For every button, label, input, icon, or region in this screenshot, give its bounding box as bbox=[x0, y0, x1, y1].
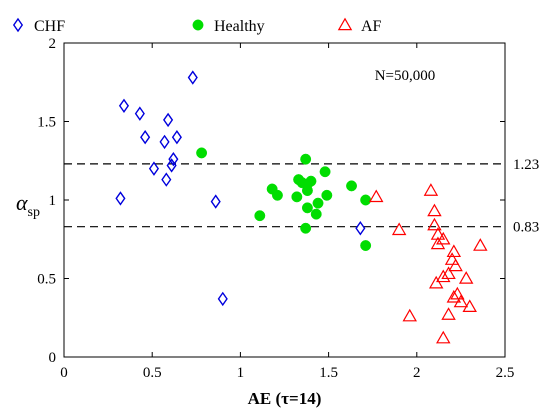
point-chf bbox=[171, 129, 182, 145]
y-tick-label: 0 bbox=[49, 350, 57, 366]
x-tick-label: 0.5 bbox=[143, 365, 162, 381]
point-af bbox=[446, 289, 462, 303]
point-healthy bbox=[346, 180, 357, 192]
point-af bbox=[446, 244, 462, 258]
x-tick-label: 1.5 bbox=[319, 365, 338, 381]
point-af bbox=[450, 286, 465, 300]
point-healthy bbox=[300, 153, 312, 165]
reference-line-label-0: 1.23 bbox=[513, 157, 539, 173]
point-af bbox=[428, 275, 444, 289]
legend-item-healthy: Healthy bbox=[192, 18, 265, 35]
x-tick-label: 2.5 bbox=[496, 365, 515, 381]
legend-item-chf: CHF bbox=[12, 17, 65, 35]
point-chf bbox=[355, 221, 366, 236]
point-af bbox=[423, 183, 439, 196]
point-af bbox=[391, 222, 407, 236]
legend: CHF Healthy AF bbox=[12, 17, 382, 35]
point-af bbox=[444, 252, 460, 265]
point-af bbox=[473, 238, 488, 251]
point-healthy bbox=[254, 210, 266, 222]
point-chf bbox=[163, 112, 174, 128]
point-af bbox=[453, 294, 469, 308]
y-axis-label-subscript: sp bbox=[28, 205, 40, 220]
point-af bbox=[430, 236, 446, 250]
plot-frame bbox=[63, 42, 506, 358]
legend-marker-healthy bbox=[192, 19, 204, 31]
point-chf bbox=[118, 98, 130, 114]
series-af bbox=[368, 183, 488, 344]
point-af bbox=[448, 258, 463, 272]
point-healthy bbox=[360, 194, 372, 206]
point-chf bbox=[159, 134, 170, 150]
y-tick-label: 1.5 bbox=[37, 115, 56, 131]
point-chf bbox=[210, 194, 221, 209]
point-healthy bbox=[300, 222, 312, 234]
reference-lines bbox=[64, 163, 505, 228]
legend-label-chf: CHF bbox=[34, 18, 65, 35]
legend-item-af: AF bbox=[337, 17, 382, 35]
point-af bbox=[436, 330, 451, 344]
point-healthy bbox=[321, 189, 333, 201]
point-healthy bbox=[312, 197, 324, 209]
point-af bbox=[430, 227, 446, 240]
legend-marker-chf bbox=[12, 17, 24, 33]
point-af bbox=[436, 231, 451, 245]
data-points bbox=[115, 70, 488, 344]
point-af bbox=[402, 308, 417, 322]
legend-label-healthy: Healthy bbox=[214, 18, 265, 35]
x-tick-label: 2 bbox=[413, 365, 421, 381]
point-healthy bbox=[301, 185, 313, 197]
point-healthy bbox=[360, 240, 372, 251]
point-af bbox=[427, 203, 442, 217]
point-chf bbox=[134, 106, 145, 121]
y-axis-ticks: 0 0.5 1 1.5 2 bbox=[37, 36, 505, 366]
reference-line-label-1: 0.83 bbox=[513, 220, 539, 236]
series-chf bbox=[115, 70, 366, 307]
y-tick-label: 2 bbox=[49, 36, 57, 52]
y-axis-label: αsp bbox=[16, 190, 40, 220]
y-tick-label: 0.5 bbox=[37, 272, 56, 288]
point-chf bbox=[115, 191, 126, 206]
point-chf bbox=[148, 161, 160, 176]
legend-label-af: AF bbox=[361, 18, 382, 35]
sample-size-annotation: N=50,000 bbox=[375, 68, 436, 84]
point-healthy bbox=[319, 166, 331, 178]
point-chf bbox=[217, 291, 228, 307]
y-tick-label: 1 bbox=[49, 193, 57, 209]
point-chf bbox=[140, 129, 151, 145]
point-af bbox=[436, 269, 451, 283]
point-af bbox=[462, 299, 477, 313]
point-chf bbox=[187, 70, 198, 85]
y-axis-label-symbol: α bbox=[16, 190, 28, 215]
x-tick-label: 1 bbox=[237, 365, 245, 381]
point-healthy bbox=[271, 189, 283, 201]
x-axis-ticks: 0 0.5 1 1.5 2 2.5 bbox=[60, 43, 514, 381]
point-healthy bbox=[296, 177, 308, 189]
x-tick-label: 0 bbox=[60, 365, 68, 381]
point-af bbox=[441, 307, 456, 320]
point-healthy bbox=[196, 147, 208, 159]
point-af bbox=[458, 271, 474, 284]
series-healthy bbox=[196, 147, 372, 251]
point-af bbox=[441, 266, 456, 280]
point-af bbox=[368, 189, 384, 203]
reference-line-labels: 1.23 0.83 bbox=[513, 157, 539, 236]
x-axis-label: AE (τ=14) bbox=[248, 389, 322, 408]
point-chf bbox=[168, 151, 179, 167]
point-healthy bbox=[291, 191, 303, 203]
point-healthy bbox=[301, 202, 313, 214]
point-healthy bbox=[310, 208, 322, 220]
legend-marker-af bbox=[337, 17, 353, 31]
point-chf bbox=[166, 158, 177, 173]
point-af bbox=[427, 217, 442, 231]
point-chf bbox=[161, 172, 172, 187]
